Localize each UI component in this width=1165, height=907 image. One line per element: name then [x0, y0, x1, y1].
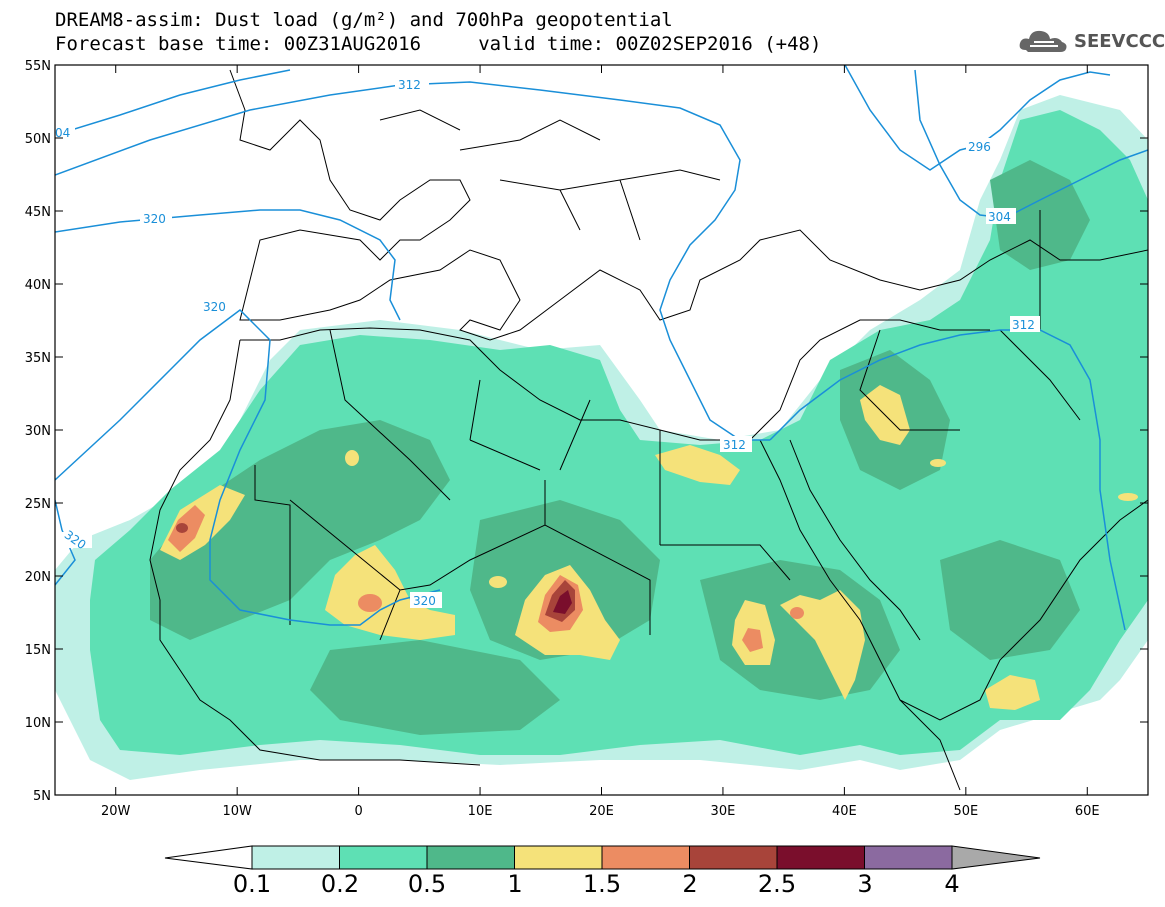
seevccc-logo: SEEVCCC: [1018, 26, 1165, 58]
logo-text: SEEVCCC: [1074, 31, 1165, 52]
lon-tick-label: 50E: [953, 804, 978, 819]
contour-label: 296: [968, 140, 991, 154]
coast-africa-west: [149, 339, 481, 766]
dust-level-4l: [1118, 493, 1138, 501]
lon-tick-label: 20W: [101, 804, 131, 819]
dust-level-5c: [742, 628, 763, 652]
dust-level-7: [553, 590, 572, 614]
lat-tick-label: 10N: [25, 716, 51, 731]
lon-tick-label: 20E: [589, 804, 614, 819]
contour-label: 312: [398, 78, 421, 92]
dust-level-3e: [940, 540, 1080, 660]
chart-title: DREAM8-assim: Dust load (g/m²) and 700hP…: [55, 9, 673, 31]
colorbar-swatch: [864, 845, 953, 870]
colorbar: [164, 845, 1041, 870]
colorbar-swatch: [339, 845, 428, 870]
dust-level-4h: [985, 675, 1040, 710]
lat-axis: 55N 50N 45N 40N 35N 30N 25N 20N 15N 10N 5N: [25, 59, 1148, 804]
border-lines-3: [379, 109, 721, 241]
dust-fields: [55, 95, 1148, 780]
coast-europe: [229, 69, 1148, 341]
colorbar-label: 3: [857, 870, 873, 898]
colorbar-label: 4: [944, 870, 960, 898]
dust-level-4k: [930, 459, 946, 467]
lat-tick-label: 20N: [25, 570, 51, 585]
coastlines: [149, 69, 1148, 791]
contour-label: 304: [988, 210, 1011, 224]
lat-tick-label: 35N: [25, 351, 51, 366]
colorbar-swatch: [251, 845, 340, 870]
dust-level-3a: [150, 420, 450, 640]
lon-tick-label: 40E: [832, 804, 857, 819]
dust-level-3f: [310, 640, 560, 735]
contour-312-north: [55, 81, 770, 441]
colorbar-right-arrow: [951, 845, 1041, 870]
lat-tick-label: 5N: [33, 789, 51, 804]
colorbar-label: 2: [682, 870, 698, 898]
colorbar-left-arrow: [164, 845, 253, 870]
contour-label: 320: [143, 212, 166, 226]
contour-304: [55, 69, 291, 136]
coast-arabia: [789, 439, 921, 641]
dust-level-4b: [325, 545, 455, 640]
colorbar-label: 0.1: [232, 870, 272, 898]
contour-label: 320: [413, 594, 436, 608]
dust-level-6b: [176, 523, 188, 533]
dust-level-5d: [358, 594, 382, 612]
colorbar-label: 1.5: [582, 870, 622, 898]
dust-level-4j: [489, 576, 507, 588]
lat-tick-label: 40N: [25, 278, 51, 293]
colorbar-label: 0.5: [407, 870, 447, 898]
coast-africa-north: [240, 319, 990, 441]
colorbar-swatch: [689, 845, 778, 870]
dust-level-4i: [345, 450, 359, 466]
chart-subtitle: Forecast base time: 00Z31AUG2016 valid t…: [55, 33, 822, 55]
dust-level-5e: [790, 607, 804, 619]
contour-label: 312: [723, 438, 746, 452]
lon-tick-label: 10E: [468, 804, 493, 819]
colorbar-label: 0.2: [320, 870, 360, 898]
cloud-icon: [1019, 30, 1067, 52]
contour-320-mid: [55, 309, 441, 626]
lon-tick-label: 60E: [1075, 804, 1100, 819]
contour-labels: 312 296 304 320 320 320 320 312 312 04: [55, 76, 1040, 608]
lat-tick-label: 45N: [25, 205, 51, 220]
colorbar-swatch: [426, 845, 515, 870]
contour-label: 312: [1012, 318, 1035, 332]
coast-redsea: [759, 439, 1148, 721]
border-lines-2: [329, 210, 1081, 501]
lat-tick-label: 25N: [25, 497, 51, 512]
lat-tick-label: 55N: [25, 59, 51, 74]
contour-label: 320: [203, 300, 226, 314]
border-lines-1: [254, 430, 791, 641]
lat-tick-label: 15N: [25, 643, 51, 658]
coast-hornafrica: [899, 699, 961, 791]
lon-tick-label: 10W: [222, 804, 252, 819]
dust-level-4d: [655, 445, 740, 485]
colorbar-swatch: [601, 845, 690, 870]
lon-tick-label: 30E: [711, 804, 736, 819]
lat-tick-label: 50N: [25, 132, 51, 147]
contour-label: 04: [55, 126, 70, 140]
colorbar-swatch: [514, 845, 603, 870]
lon-axis: 20W 10W 0 10E 20E 30E 40E 50E 60E: [101, 65, 1100, 819]
colorbar-label: 2.5: [757, 870, 797, 898]
colorbar-swatch: [776, 845, 865, 870]
lon-tick-label: 0: [354, 804, 362, 819]
colorbar-label: 1: [507, 870, 523, 898]
lat-tick-label: 30N: [25, 424, 51, 439]
